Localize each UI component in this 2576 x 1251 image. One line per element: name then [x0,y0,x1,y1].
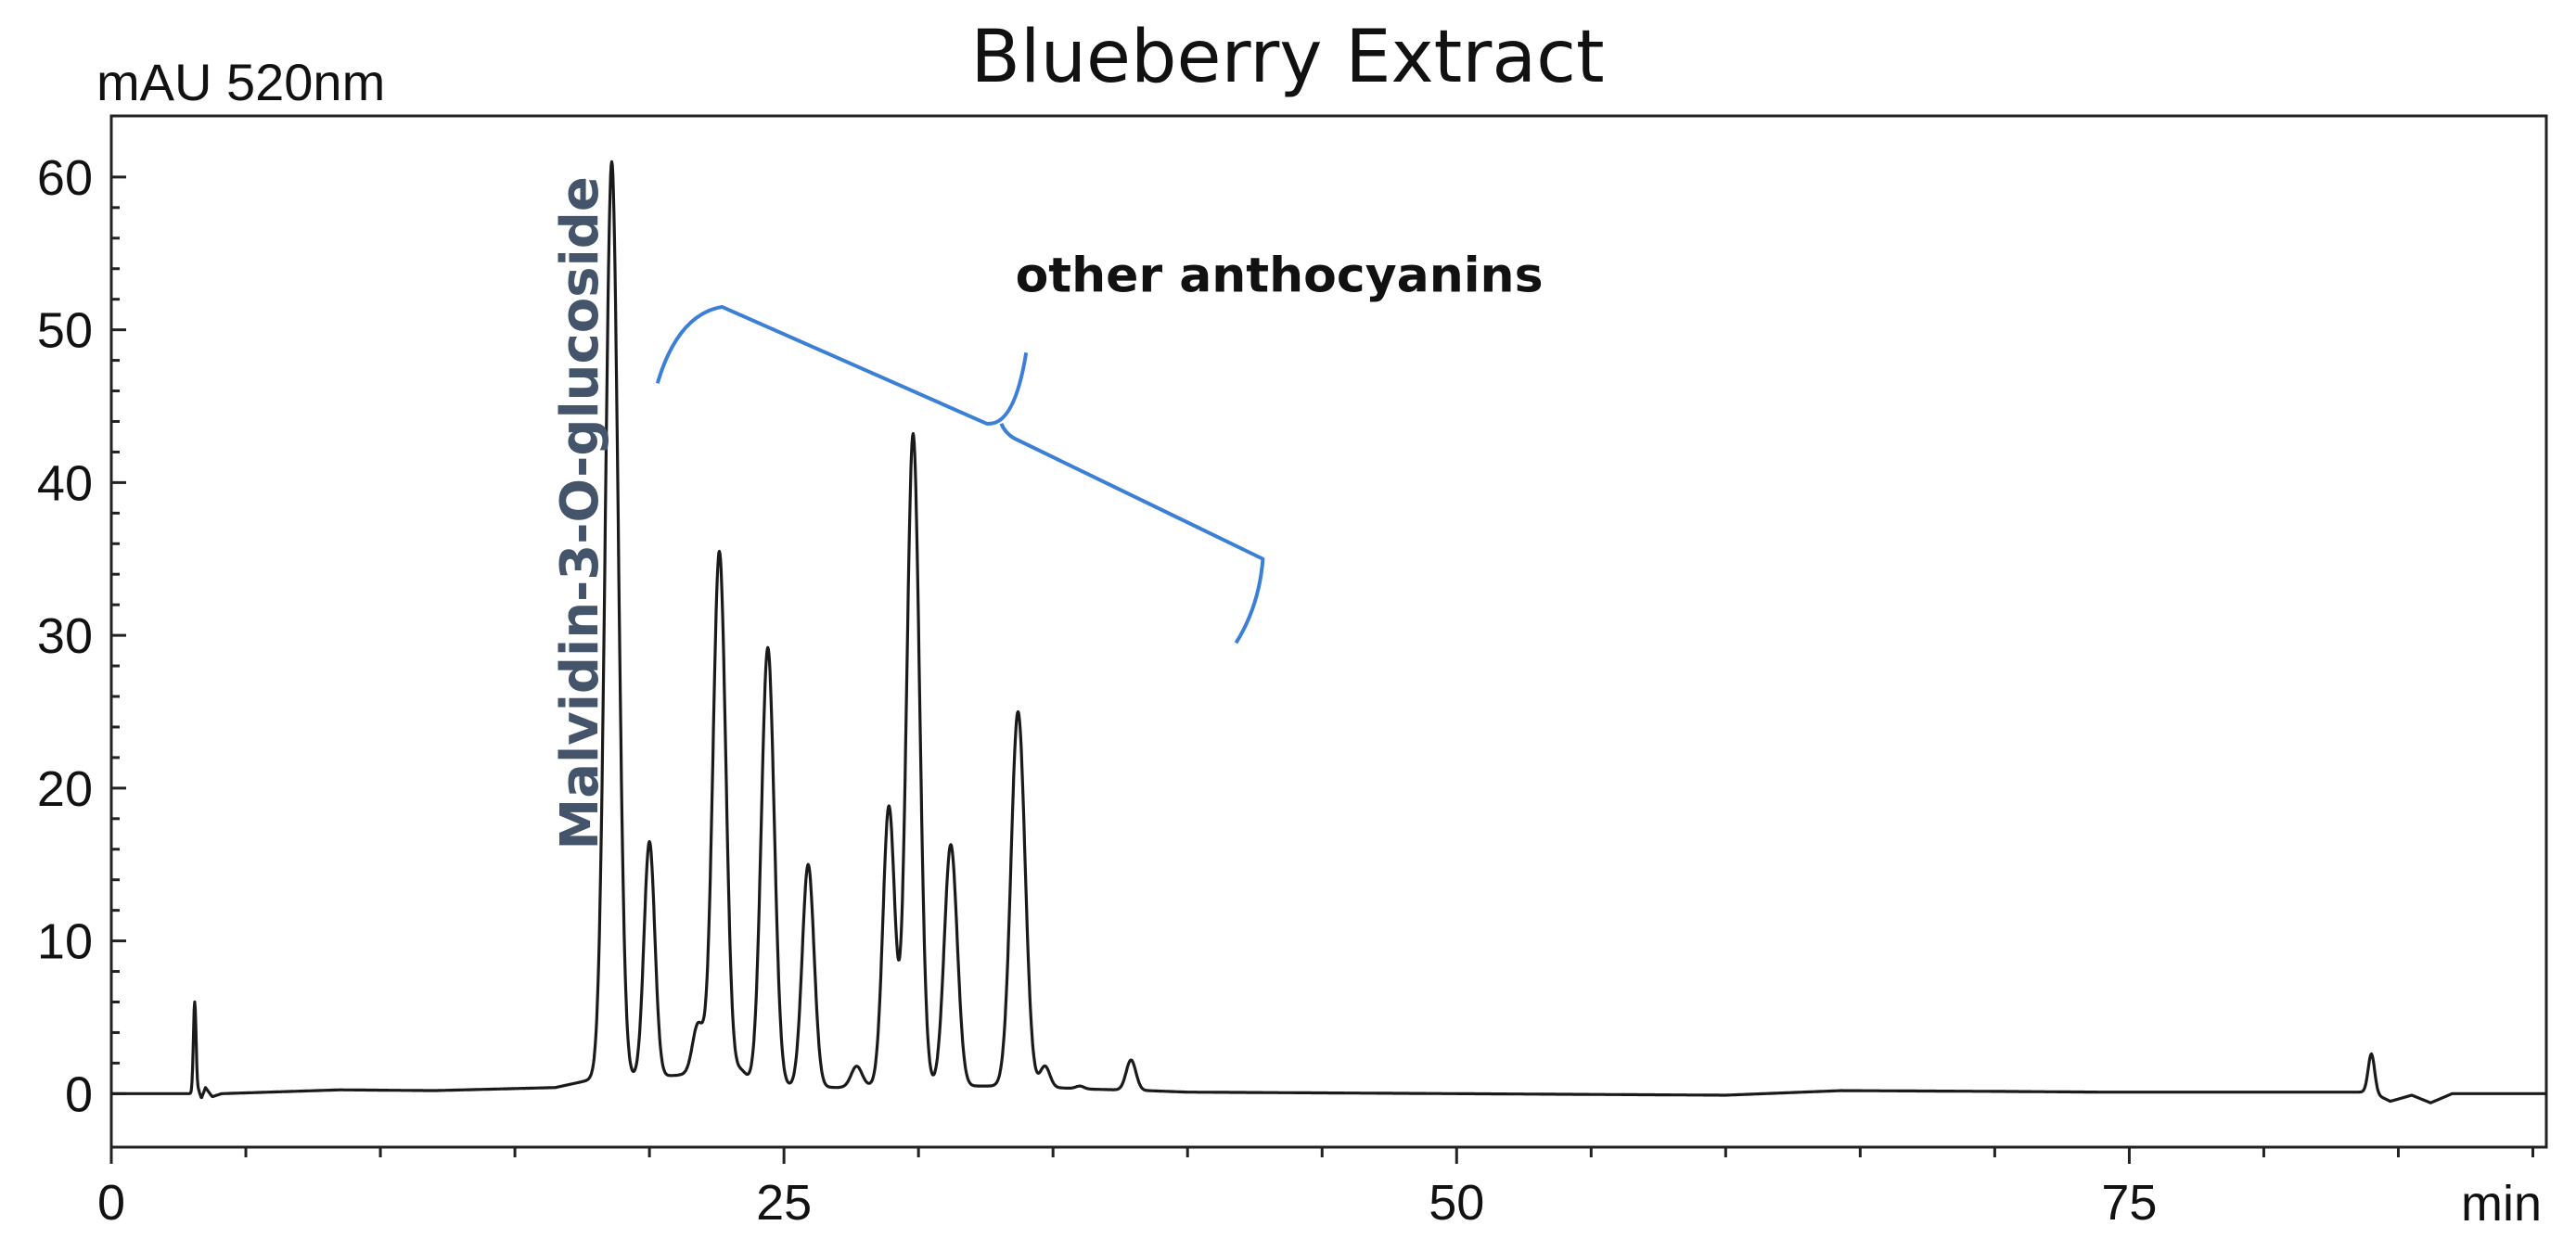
anthocyanin-bracket [655,304,1265,645]
y-tick-label: 10 [37,914,93,970]
y-axis-unit-label: mAU 520nm [96,53,385,111]
peak-label-malvidin: Malvidin-3-O-glucoside [550,176,610,849]
x-ticks: 0 25 50 75 [97,1147,2534,1231]
x-axis-unit-label: min [2461,1176,2542,1232]
chart-title: Blueberry Extract [970,16,1604,99]
y-tick-label: 20 [37,761,93,817]
annotation-other-anthocyanins: other anthocyanins [1016,248,1544,303]
chromatogram-trace [110,160,2547,1104]
x-tick-label: 75 [2101,1175,2157,1231]
y-tick-label: 40 [37,455,93,511]
y-tick-label: 30 [37,608,93,664]
y-tick-label: 60 [37,150,93,206]
y-tick-label: 50 [37,303,93,359]
y-ticks: 0 10 20 30 40 50 60 [37,150,126,1122]
x-tick-label: 50 [1429,1175,1484,1231]
y-tick-label: 0 [65,1066,93,1122]
plot-frame [109,114,2548,1149]
x-tick-label: 25 [756,1175,812,1231]
x-tick-label: 0 [97,1175,125,1231]
